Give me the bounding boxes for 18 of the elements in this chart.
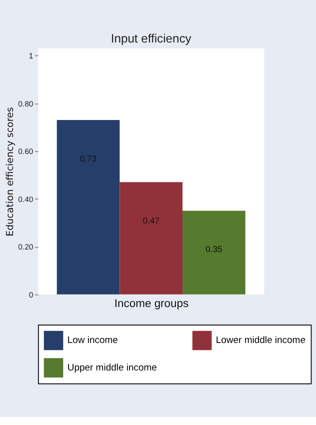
legend-label: Low income [67,335,118,346]
y-tick-label: 0.80 [18,99,34,108]
bar [120,182,183,294]
y-tick-label: 0 [28,290,34,300]
bar [56,120,120,294]
legend-label: Lower middle income [216,335,306,346]
bar [182,210,246,294]
data-label: 0.47 [142,216,160,226]
y-tick-label: 0.40 [18,194,34,204]
y-axis-title: Education efficiency scores [4,107,16,236]
data-label: 0.73 [80,153,97,164]
data-label: 0.35 [206,244,223,254]
legend-label: Upper middle income [67,362,157,374]
x-axis-title: Income groups [114,298,190,310]
y-tick-label: 0.60 [18,147,34,156]
y-tick-label: 1 [28,52,34,61]
chart-title: Input efficiency [110,31,192,46]
y-tick-label: 0.20 [18,242,34,252]
